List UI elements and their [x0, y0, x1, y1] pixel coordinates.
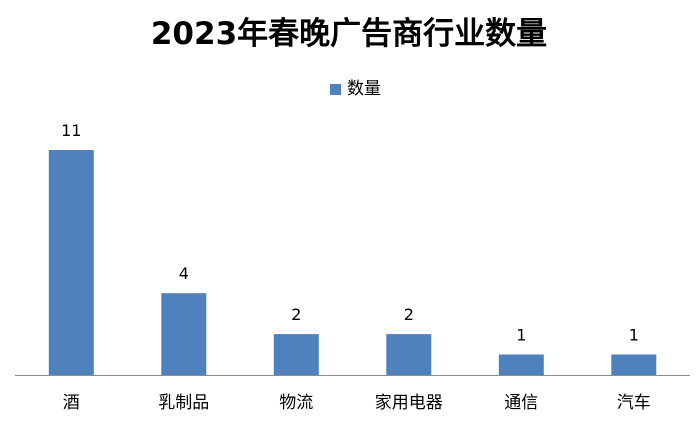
- bar-5: [611, 354, 657, 375]
- legend: 数量: [330, 78, 381, 100]
- bar-2: [273, 334, 319, 375]
- chart-title: 2023年春晚广告商行业数量: [150, 16, 548, 52]
- legend-swatch: [330, 83, 341, 95]
- x-tick-label-0: 酒: [63, 393, 80, 413]
- x-tick-label-2: 物流: [279, 393, 313, 413]
- x-tick-label-4: 通信: [504, 393, 538, 413]
- bar-3: [386, 334, 432, 375]
- bar-0: [48, 150, 94, 375]
- data-label-4: 1: [516, 326, 526, 345]
- x-tick-label-3: 家用电器: [375, 393, 443, 413]
- data-label-0: 11: [61, 121, 81, 140]
- data-label-5: 1: [629, 326, 639, 345]
- data-label-1: 4: [179, 264, 189, 283]
- bar-1: [161, 293, 207, 375]
- legend-label: 数量: [347, 79, 381, 99]
- bar-4: [498, 354, 544, 375]
- x-tick-label-5: 汽车: [617, 393, 651, 413]
- x-tick-label-1: 乳制品: [158, 393, 209, 413]
- data-label-3: 2: [404, 305, 414, 324]
- data-label-2: 2: [291, 305, 301, 324]
